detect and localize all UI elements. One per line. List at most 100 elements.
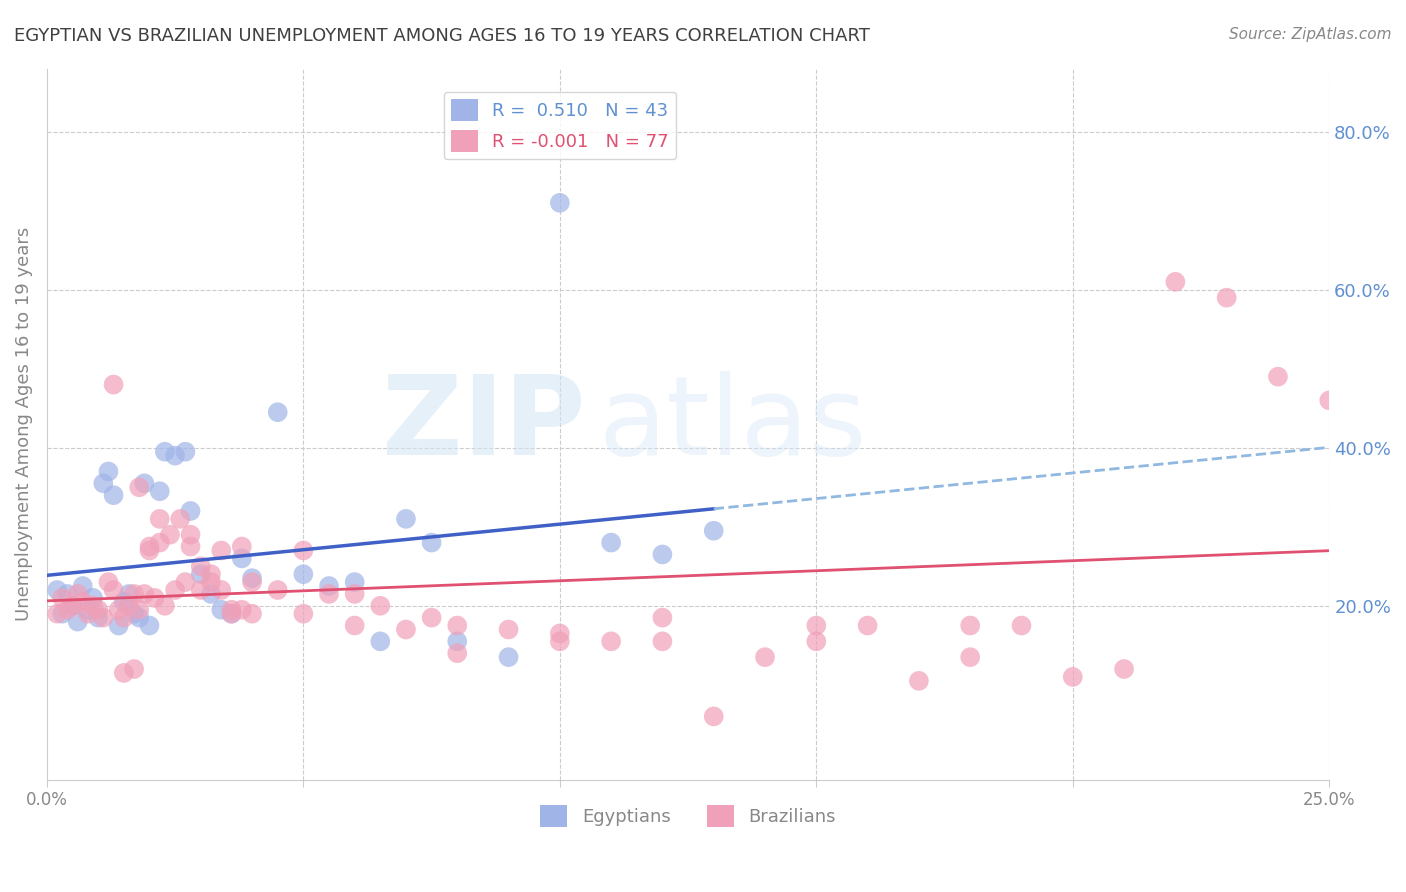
Point bbox=[446, 646, 468, 660]
Point bbox=[66, 615, 89, 629]
Point bbox=[806, 618, 828, 632]
Point bbox=[368, 599, 391, 613]
Point bbox=[180, 540, 202, 554]
Point bbox=[112, 665, 135, 680]
Point bbox=[103, 488, 125, 502]
Point bbox=[395, 623, 418, 637]
Point bbox=[548, 195, 571, 210]
Text: ZIP: ZIP bbox=[382, 370, 585, 477]
Text: atlas: atlas bbox=[599, 370, 868, 477]
Point bbox=[107, 618, 129, 632]
Point bbox=[240, 575, 263, 590]
Point bbox=[600, 634, 623, 648]
Point bbox=[138, 618, 160, 632]
Point bbox=[180, 504, 202, 518]
Point bbox=[103, 377, 125, 392]
Point bbox=[267, 582, 290, 597]
Point bbox=[118, 599, 141, 613]
Point bbox=[190, 582, 212, 597]
Point bbox=[138, 543, 160, 558]
Point bbox=[703, 524, 725, 538]
Point bbox=[46, 582, 69, 597]
Point bbox=[292, 543, 315, 558]
Point bbox=[1267, 369, 1289, 384]
Point bbox=[128, 480, 150, 494]
Point bbox=[498, 623, 520, 637]
Point bbox=[118, 587, 141, 601]
Point bbox=[221, 603, 243, 617]
Point bbox=[174, 444, 197, 458]
Point bbox=[128, 603, 150, 617]
Point bbox=[122, 662, 145, 676]
Point bbox=[1062, 670, 1084, 684]
Point bbox=[908, 673, 931, 688]
Point bbox=[651, 548, 673, 562]
Point bbox=[91, 610, 114, 624]
Text: Source: ZipAtlas.com: Source: ZipAtlas.com bbox=[1229, 27, 1392, 42]
Point bbox=[651, 634, 673, 648]
Point bbox=[548, 634, 571, 648]
Point bbox=[77, 603, 100, 617]
Point bbox=[600, 535, 623, 549]
Point bbox=[703, 709, 725, 723]
Point bbox=[72, 579, 94, 593]
Point bbox=[395, 512, 418, 526]
Point bbox=[66, 587, 89, 601]
Point bbox=[1215, 291, 1237, 305]
Point bbox=[62, 599, 84, 613]
Point bbox=[51, 591, 73, 605]
Point bbox=[82, 591, 104, 605]
Point bbox=[149, 512, 172, 526]
Point bbox=[231, 540, 253, 554]
Point bbox=[82, 599, 104, 613]
Point bbox=[446, 634, 468, 648]
Point bbox=[200, 575, 222, 590]
Point bbox=[231, 551, 253, 566]
Point bbox=[368, 634, 391, 648]
Point bbox=[209, 543, 232, 558]
Point bbox=[267, 405, 290, 419]
Point bbox=[209, 582, 232, 597]
Point bbox=[1011, 618, 1033, 632]
Point bbox=[292, 567, 315, 582]
Point bbox=[62, 599, 84, 613]
Point bbox=[806, 634, 828, 648]
Point bbox=[97, 465, 120, 479]
Point bbox=[56, 587, 79, 601]
Point bbox=[138, 540, 160, 554]
Y-axis label: Unemployment Among Ages 16 to 19 years: Unemployment Among Ages 16 to 19 years bbox=[15, 227, 32, 621]
Point bbox=[343, 575, 366, 590]
Point bbox=[87, 603, 110, 617]
Point bbox=[122, 587, 145, 601]
Text: EGYPTIAN VS BRAZILIAN UNEMPLOYMENT AMONG AGES 16 TO 19 YEARS CORRELATION CHART: EGYPTIAN VS BRAZILIAN UNEMPLOYMENT AMONG… bbox=[14, 27, 870, 45]
Point bbox=[231, 603, 253, 617]
Point bbox=[112, 610, 135, 624]
Point bbox=[46, 607, 69, 621]
Point bbox=[498, 650, 520, 665]
Point bbox=[446, 618, 468, 632]
Point bbox=[56, 603, 79, 617]
Point bbox=[143, 591, 166, 605]
Point bbox=[72, 595, 94, 609]
Point bbox=[420, 610, 443, 624]
Point bbox=[165, 582, 187, 597]
Legend: Egyptians, Brazilians: Egyptians, Brazilians bbox=[533, 798, 844, 835]
Point bbox=[128, 610, 150, 624]
Point bbox=[292, 607, 315, 621]
Point bbox=[754, 650, 776, 665]
Point bbox=[959, 618, 981, 632]
Point bbox=[190, 567, 212, 582]
Point bbox=[149, 535, 172, 549]
Point bbox=[209, 603, 232, 617]
Point bbox=[122, 607, 145, 621]
Point bbox=[856, 618, 879, 632]
Point bbox=[651, 610, 673, 624]
Point bbox=[149, 484, 172, 499]
Point bbox=[200, 587, 222, 601]
Point bbox=[77, 607, 100, 621]
Point bbox=[240, 571, 263, 585]
Point bbox=[51, 607, 73, 621]
Point bbox=[420, 535, 443, 549]
Point bbox=[134, 587, 156, 601]
Point bbox=[107, 603, 129, 617]
